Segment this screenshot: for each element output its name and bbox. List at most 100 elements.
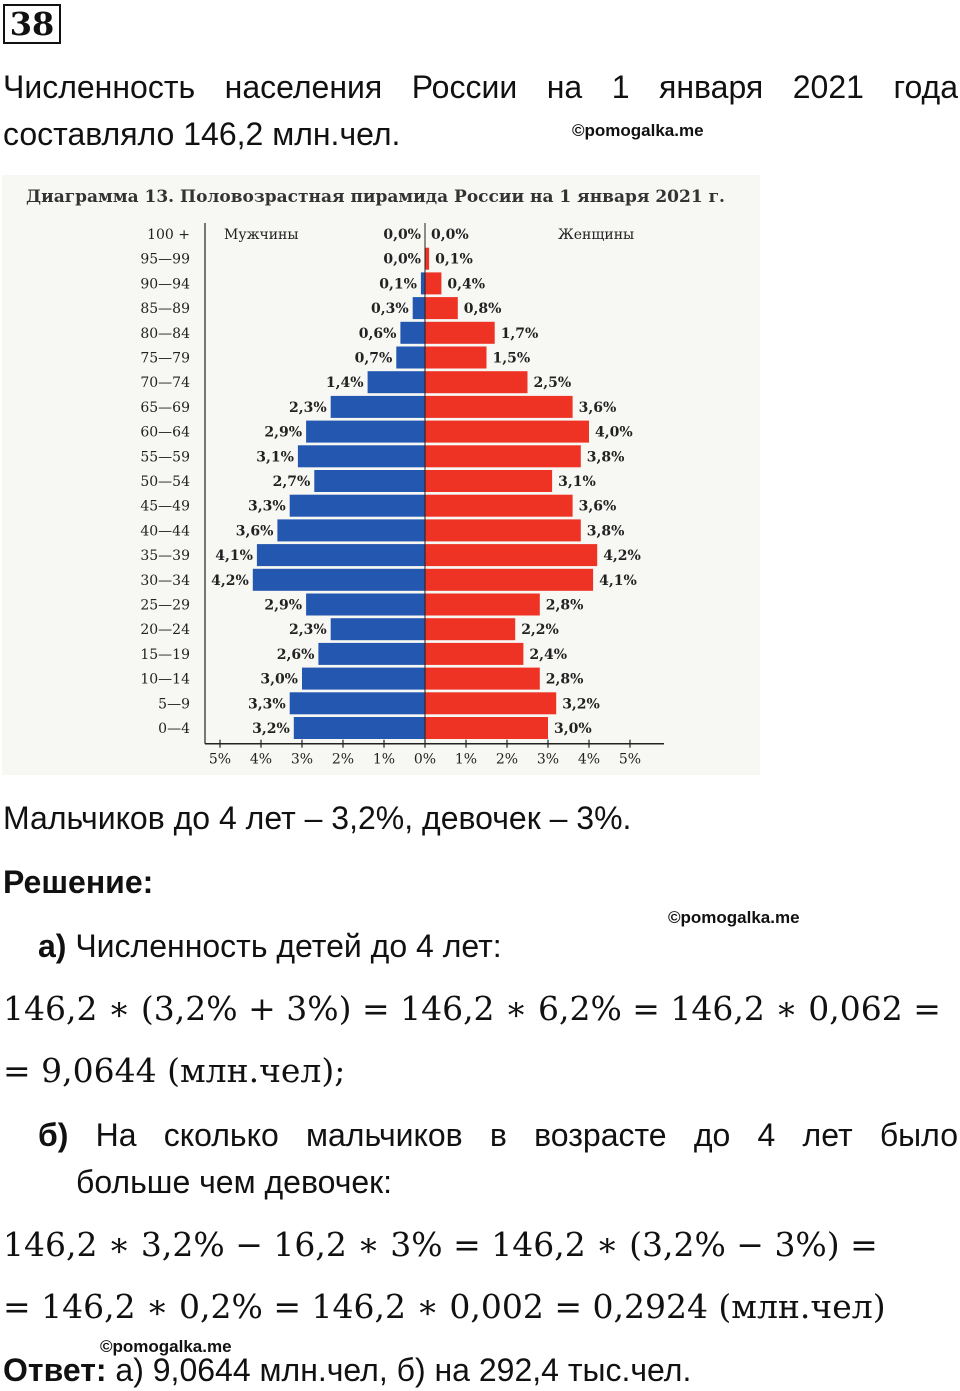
female-bar	[425, 470, 553, 492]
female-value-label: 4,0%	[595, 425, 633, 441]
part-a-text: Численность детей до 4 лет:	[75, 928, 502, 964]
age-label: 10—14	[140, 672, 190, 688]
part-a-label: а)	[38, 928, 67, 964]
male-value-label: 2,6%	[277, 647, 315, 663]
watermark-top: ©pomogalka.me	[572, 121, 704, 140]
male-value-label: 3,1%	[256, 449, 294, 465]
x-tick-label: 1%	[373, 752, 395, 768]
female-bar	[425, 494, 573, 517]
male-bar	[256, 544, 425, 567]
female-value-label: 0,8%	[464, 301, 502, 317]
male-bar	[330, 395, 425, 418]
age-label: 0—4	[158, 721, 190, 737]
part-b-line-1: б) На сколько мальчиков в возрасте до 4 …	[38, 1115, 958, 1155]
female-bar	[425, 321, 495, 344]
part-b-label: б)	[38, 1117, 69, 1153]
female-value-label: 4,2%	[603, 548, 641, 564]
age-label: 35—39	[140, 548, 190, 564]
male-value-label: 4,2%	[211, 573, 249, 589]
female-value-label: 2,8%	[546, 672, 584, 688]
age-label: 30—34	[140, 573, 190, 589]
x-tick-label: 2%	[496, 752, 518, 768]
age-label: 70—74	[140, 375, 190, 391]
female-bar	[425, 544, 598, 567]
male-value-label: 0,0%	[383, 227, 421, 243]
age-label: 45—49	[140, 499, 190, 515]
age-label: 40—44	[140, 523, 190, 539]
x-tick-label: 3%	[537, 752, 559, 768]
male-label: Мужчины	[224, 227, 299, 243]
x-tick-label: 3%	[291, 752, 313, 768]
male-bar	[367, 371, 425, 394]
male-value-label: 3,6%	[236, 523, 274, 539]
female-bar	[425, 420, 589, 443]
intro-line-1: Численность населения России на 1 января…	[3, 69, 958, 105]
female-value-label: 0,4%	[447, 276, 485, 292]
x-tick-label: 0%	[414, 752, 436, 768]
female-value-label: 3,8%	[587, 523, 625, 539]
part-a: а) Численность детей до 4 лет:	[38, 926, 502, 966]
male-value-label: 0,7%	[355, 351, 393, 367]
male-bar	[293, 717, 425, 739]
x-tick-label: 5%	[209, 752, 231, 768]
female-value-label: 0,1%	[435, 252, 473, 268]
x-tick-label: 2%	[332, 752, 354, 768]
male-bar	[314, 470, 425, 492]
male-value-label: 3,3%	[248, 499, 286, 515]
female-bar	[425, 618, 516, 641]
male-value-label: 2,3%	[289, 622, 327, 638]
x-tick-label: 4%	[250, 752, 272, 768]
part-b-line-2: больше чем девочек:	[76, 1164, 393, 1200]
male-bar	[420, 272, 425, 295]
female-value-label: 1,7%	[501, 326, 539, 342]
male-bar	[277, 519, 425, 542]
female-bar	[425, 395, 573, 418]
age-label: 55—59	[140, 449, 190, 465]
age-label: 90—94	[140, 276, 190, 292]
female-bar	[425, 568, 594, 591]
age-label: 5—9	[158, 696, 190, 712]
female-value-label: 2,2%	[521, 622, 559, 638]
male-value-label: 3,0%	[260, 672, 298, 688]
female-value-label: 3,0%	[554, 721, 592, 737]
equation-3: 146,2 ∗ 3,2% − 16,2 ∗ 3% = 146,2 ∗ (3,2%…	[3, 1225, 878, 1264]
x-tick-label: 4%	[578, 752, 600, 768]
male-value-label: 3,3%	[248, 696, 286, 712]
given-text: Мальчиков до 4 лет – 3,2%, девочек – 3%.	[3, 800, 632, 836]
female-label: Женщины	[558, 227, 634, 243]
age-label: 65—69	[140, 400, 190, 416]
x-tick-label: 1%	[455, 752, 477, 768]
male-value-label: 0,1%	[379, 276, 417, 292]
male-bar	[306, 420, 425, 443]
female-bar	[425, 272, 442, 295]
female-value-label: 3,2%	[562, 696, 600, 712]
female-value-label: 3,6%	[579, 400, 617, 416]
age-label: 15—19	[140, 647, 190, 663]
female-value-label: 3,1%	[558, 474, 596, 490]
solution-heading: Решение:	[3, 864, 154, 900]
part-b-text: На сколько мальчиков в возрасте до 4 лет…	[95, 1117, 959, 1153]
male-value-label: 2,3%	[289, 400, 327, 416]
male-bar	[289, 692, 425, 715]
male-value-label: 3,2%	[252, 721, 290, 737]
female-value-label: 3,6%	[579, 499, 617, 515]
female-value-label: 2,5%	[534, 375, 572, 391]
population-pyramid-chart: Диаграмма 13. Половозрастная пирамида Ро…	[2, 175, 760, 775]
male-bar	[302, 667, 425, 690]
male-value-label: 2,7%	[273, 474, 311, 490]
female-bar	[425, 346, 487, 369]
problem-number: 38	[3, 4, 61, 44]
male-bar	[252, 568, 425, 591]
female-bar	[425, 371, 528, 394]
age-label: 60—64	[140, 425, 190, 441]
female-bar	[425, 717, 548, 739]
male-bar	[306, 593, 425, 616]
female-value-label: 2,8%	[546, 598, 584, 614]
female-bar	[425, 297, 458, 320]
female-bar	[425, 642, 524, 665]
female-value-label: 2,4%	[529, 647, 567, 663]
male-value-label: 0,3%	[371, 301, 409, 317]
female-bar	[425, 445, 581, 468]
male-value-label: 0,6%	[359, 326, 397, 342]
equation-2: = 9,0644 (млн.чел);	[3, 1051, 346, 1090]
